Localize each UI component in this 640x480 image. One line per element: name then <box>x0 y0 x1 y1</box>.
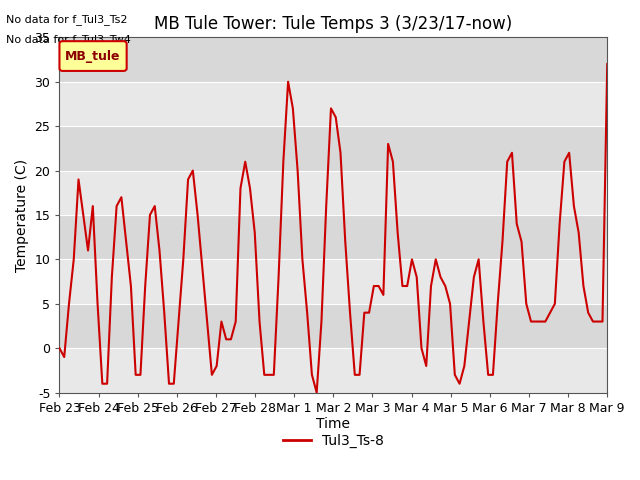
Bar <box>60 126 607 170</box>
Title: MB Tule Tower: Tule Temps 3 (3/23/17-now): MB Tule Tower: Tule Temps 3 (3/23/17-now… <box>154 15 513 33</box>
Bar <box>60 348 607 393</box>
Bar <box>60 170 607 215</box>
Text: No data for f_Tul3_Tw4: No data for f_Tul3_Tw4 <box>6 34 131 45</box>
Text: MB_tule: MB_tule <box>65 49 121 62</box>
Bar <box>60 259 607 304</box>
Bar <box>60 304 607 348</box>
Bar <box>60 37 607 82</box>
X-axis label: Time: Time <box>316 418 350 432</box>
Bar <box>60 215 607 259</box>
Y-axis label: Temperature (C): Temperature (C) <box>15 158 29 272</box>
Bar <box>60 82 607 126</box>
Legend: Tul3_Ts-8: Tul3_Ts-8 <box>277 428 389 453</box>
Text: No data for f_Tul3_Ts2: No data for f_Tul3_Ts2 <box>6 14 128 25</box>
